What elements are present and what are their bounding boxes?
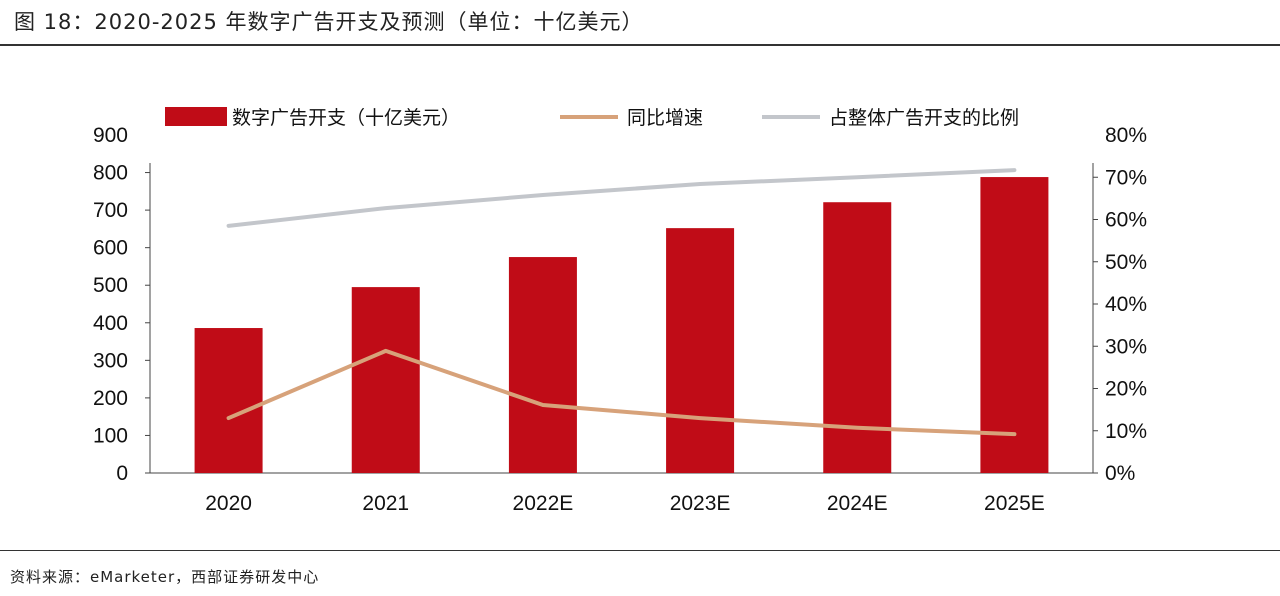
- x-tick-label: 2020: [205, 492, 252, 515]
- left-tick-label: 100: [93, 424, 128, 447]
- right-tick-label: 60%: [1105, 209, 1147, 232]
- bar: [194, 328, 263, 473]
- bar: [508, 257, 577, 473]
- bar: [823, 202, 892, 474]
- left-tick-label: 200: [93, 387, 128, 410]
- figure-title: 图 18：2020-2025 年数字广告开支及预测（单位：十亿美元）: [14, 10, 644, 34]
- legend-label: 同比增速: [627, 107, 703, 129]
- x-tick-label: 2023E: [670, 492, 731, 515]
- bottom-divider: [0, 550, 1280, 551]
- left-tick-label: 500: [93, 274, 128, 297]
- right-tick-label: 30%: [1105, 335, 1147, 358]
- source-note: 资料来源：eMarketer，西部证券研发中心: [10, 568, 320, 586]
- left-tick-label: 300: [93, 349, 128, 372]
- legend-swatch-bar: [165, 107, 227, 126]
- right-tick-label: 20%: [1105, 378, 1147, 401]
- x-tick-label: 2022E: [513, 492, 574, 515]
- bar: [351, 287, 420, 473]
- right-tick-label: 80%: [1105, 124, 1147, 147]
- left-tick-label: 700: [93, 199, 128, 222]
- bar: [980, 177, 1049, 473]
- x-tick-label: 2025E: [984, 492, 1045, 515]
- legend-label: 占整体广告开支的比例: [829, 107, 1019, 129]
- left-tick-label: 400: [93, 312, 128, 335]
- x-tick-label: 2024E: [827, 492, 888, 515]
- left-tick-label: 800: [93, 162, 128, 185]
- right-tick-label: 70%: [1105, 166, 1147, 189]
- right-tick-label: 50%: [1105, 251, 1147, 274]
- x-tick-label: 2021: [362, 492, 409, 515]
- series-line-1: [226, 348, 1017, 437]
- legend-label: 数字广告开支（十亿美元）: [232, 107, 460, 129]
- top-divider: [0, 44, 1280, 46]
- bar: [666, 228, 735, 473]
- left-tick-label: 600: [93, 237, 128, 260]
- series-line-2: [226, 168, 1017, 228]
- right-tick-label: 0%: [1105, 462, 1135, 485]
- right-tick-label: 10%: [1105, 420, 1147, 443]
- right-tick-label: 40%: [1105, 293, 1147, 316]
- left-tick-label: 0: [116, 462, 128, 485]
- left-tick-label: 900: [93, 124, 128, 147]
